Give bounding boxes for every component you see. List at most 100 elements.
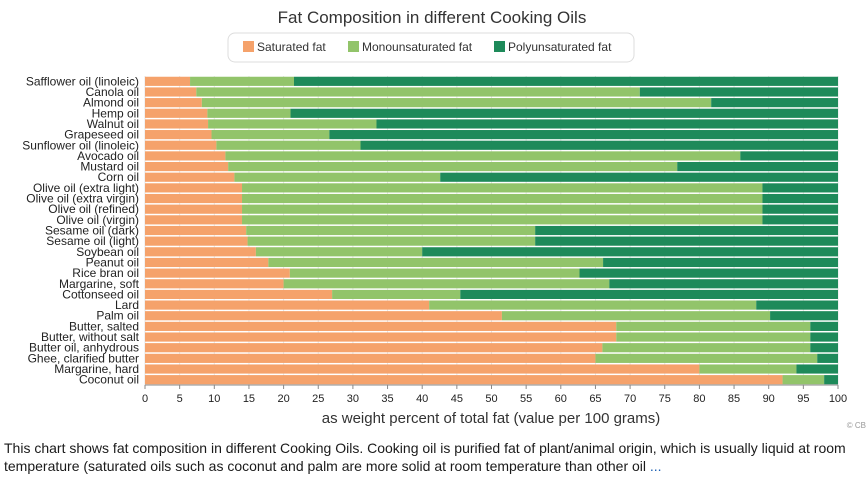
bar-polyunsaturated-fat-butter-without-salt[interactable] <box>810 332 838 342</box>
bar-monounsaturated-fat-safflower-oil-linoleic[interactable] <box>190 76 294 86</box>
bar-monounsaturated-fat-rice-bran-oil[interactable] <box>289 268 580 278</box>
bar-saturated-fat-coconut-oil[interactable] <box>145 375 783 385</box>
bar-monounsaturated-fat-palm-oil[interactable] <box>501 311 771 321</box>
bar-saturated-fat-sesame-oil-light[interactable] <box>145 236 248 246</box>
bar-saturated-fat-almond-oil[interactable] <box>145 98 202 108</box>
bar-saturated-fat-sesame-oil-dark[interactable] <box>145 225 247 236</box>
bar-polyunsaturated-fat-sesame-oil-dark[interactable] <box>535 225 838 236</box>
bar-monounsaturated-fat-almond-oil[interactable] <box>201 98 712 108</box>
y-tick-label: Sunflower oil (linoleic) <box>22 138 139 152</box>
bar-monounsaturated-fat-peanut-oil[interactable] <box>268 257 604 268</box>
bar-polyunsaturated-fat-ghee-clarified-butter[interactable] <box>817 353 838 363</box>
bar-polyunsaturated-fat-avocado-oil[interactable] <box>740 151 838 161</box>
bar-polyunsaturated-fat-soybean-oil[interactable] <box>422 247 838 257</box>
bar-monounsaturated-fat-soybean-oil[interactable] <box>255 247 423 257</box>
y-tick-label: Soybean oil <box>76 245 139 259</box>
bar-polyunsaturated-fat-margarine-hard[interactable] <box>796 364 838 374</box>
bar-saturated-fat-lard[interactable] <box>145 300 430 310</box>
bar-polyunsaturated-fat-olive-oil-extra-light[interactable] <box>762 183 838 193</box>
bar-monounsaturated-fat-cottonseed-oil[interactable] <box>332 289 461 300</box>
bar-polyunsaturated-fat-margarine-soft[interactable] <box>609 279 838 289</box>
bar-saturated-fat-butter-oil-anhydrous[interactable] <box>145 343 603 353</box>
bar-polyunsaturated-fat-peanut-oil[interactable] <box>603 257 838 268</box>
bar-monounsaturated-fat-butter-salted[interactable] <box>616 321 811 331</box>
bar-monounsaturated-fat-mustard-oil[interactable] <box>228 161 678 172</box>
legend-label-monounsaturated-fat[interactable]: Monounsaturated fat <box>362 40 473 54</box>
legend-swatch-saturated-fat[interactable] <box>243 41 254 52</box>
legend-label-polyunsaturated-fat[interactable]: Polyunsaturated fat <box>508 40 612 54</box>
bar-monounsaturated-fat-margarine-soft[interactable] <box>283 279 610 289</box>
bar-polyunsaturated-fat-sunflower-oil-linoleic[interactable] <box>360 140 838 150</box>
bar-monounsaturated-fat-hemp-oil[interactable] <box>207 108 291 118</box>
bar-saturated-fat-sunflower-oil-linoleic[interactable] <box>145 140 217 150</box>
bar-saturated-fat-soybean-oil[interactable] <box>145 247 256 257</box>
bar-monounsaturated-fat-walnut-oil[interactable] <box>208 119 377 129</box>
bar-monounsaturated-fat-ghee-clarified-butter[interactable] <box>595 353 818 363</box>
bar-saturated-fat-canola-oil[interactable] <box>145 87 197 97</box>
bar-monounsaturated-fat-olive-oil-extra-virgin[interactable] <box>242 193 763 204</box>
bar-polyunsaturated-fat-walnut-oil[interactable] <box>376 119 838 129</box>
bar-saturated-fat-rice-bran-oil[interactable] <box>145 268 290 278</box>
bar-polyunsaturated-fat-butter-salted[interactable] <box>810 321 838 331</box>
bar-polyunsaturated-fat-canola-oil[interactable] <box>639 87 838 97</box>
bar-saturated-fat-mustard-oil[interactable] <box>145 161 229 172</box>
legend-swatch-monounsaturated-fat[interactable] <box>348 41 359 52</box>
bar-polyunsaturated-fat-lard[interactable] <box>756 300 838 310</box>
bar-saturated-fat-margarine-hard[interactable] <box>145 364 700 374</box>
bar-monounsaturated-fat-grapeseed-oil[interactable] <box>211 130 330 140</box>
bar-saturated-fat-grapeseed-oil[interactable] <box>145 130 212 140</box>
bar-polyunsaturated-fat-sesame-oil-light[interactable] <box>535 236 838 246</box>
bar-polyunsaturated-fat-rice-bran-oil[interactable] <box>579 268 838 278</box>
bar-monounsaturated-fat-sesame-oil-dark[interactable] <box>246 225 536 236</box>
bar-saturated-fat-olive-oil-extra-light[interactable] <box>145 183 243 193</box>
bar-polyunsaturated-fat-coconut-oil[interactable] <box>824 375 838 385</box>
bar-polyunsaturated-fat-hemp-oil[interactable] <box>290 108 838 118</box>
bar-monounsaturated-fat-olive-oil-extra-light[interactable] <box>242 183 763 193</box>
bar-saturated-fat-corn-oil[interactable] <box>145 172 235 182</box>
bar-monounsaturated-fat-avocado-oil[interactable] <box>225 151 741 161</box>
x-tick-label: 15 <box>243 393 255 405</box>
bar-monounsaturated-fat-margarine-hard[interactable] <box>699 364 797 374</box>
bar-saturated-fat-walnut-oil[interactable] <box>145 119 209 129</box>
bar-monounsaturated-fat-canola-oil[interactable] <box>196 87 640 97</box>
bar-polyunsaturated-fat-safflower-oil-linoleic[interactable] <box>293 76 838 86</box>
bar-saturated-fat-butter-salted[interactable] <box>145 321 617 331</box>
bar-polyunsaturated-fat-palm-oil[interactable] <box>770 311 838 321</box>
bar-monounsaturated-fat-butter-without-salt[interactable] <box>616 332 811 342</box>
bar-polyunsaturated-fat-almond-oil[interactable] <box>711 98 838 108</box>
bar-monounsaturated-fat-corn-oil[interactable] <box>234 172 441 182</box>
bar-saturated-fat-avocado-oil[interactable] <box>145 151 226 161</box>
x-tick-label: 60 <box>555 393 567 405</box>
bar-polyunsaturated-fat-olive-oil-virgin[interactable] <box>762 215 838 225</box>
bar-monounsaturated-fat-sesame-oil-light[interactable] <box>247 236 536 246</box>
bar-saturated-fat-olive-oil-extra-virgin[interactable] <box>145 193 243 204</box>
bar-saturated-fat-olive-oil-refined[interactable] <box>145 204 243 214</box>
bar-polyunsaturated-fat-butter-oil-anhydrous[interactable] <box>810 343 838 353</box>
bar-polyunsaturated-fat-cottonseed-oil[interactable] <box>460 289 838 300</box>
bar-saturated-fat-olive-oil-virgin[interactable] <box>145 215 243 225</box>
bar-saturated-fat-hemp-oil[interactable] <box>145 108 208 118</box>
bar-saturated-fat-peanut-oil[interactable] <box>145 257 269 268</box>
legend-label-saturated-fat[interactable]: Saturated fat <box>257 40 326 54</box>
bar-saturated-fat-butter-without-salt[interactable] <box>145 332 617 342</box>
bar-monounsaturated-fat-olive-oil-refined[interactable] <box>242 204 763 214</box>
bar-monounsaturated-fat-lard[interactable] <box>429 300 757 310</box>
bar-polyunsaturated-fat-olive-oil-refined[interactable] <box>762 204 838 214</box>
bar-saturated-fat-cottonseed-oil[interactable] <box>145 289 333 300</box>
bar-polyunsaturated-fat-corn-oil[interactable] <box>440 172 838 182</box>
bar-saturated-fat-palm-oil[interactable] <box>145 311 502 321</box>
bar-polyunsaturated-fat-mustard-oil[interactable] <box>677 161 838 172</box>
chart-credit[interactable]: © CB <box>847 421 866 430</box>
bar-polyunsaturated-fat-grapeseed-oil[interactable] <box>329 130 838 140</box>
read-more-link[interactable]: ... <box>649 458 662 474</box>
bar-saturated-fat-ghee-clarified-butter[interactable] <box>145 353 596 363</box>
legend-swatch-polyunsaturated-fat[interactable] <box>494 41 505 52</box>
bar-polyunsaturated-fat-olive-oil-extra-virgin[interactable] <box>762 193 838 204</box>
bar-monounsaturated-fat-coconut-oil[interactable] <box>782 375 825 385</box>
bar-monounsaturated-fat-sunflower-oil-linoleic[interactable] <box>216 140 361 150</box>
bar-monounsaturated-fat-olive-oil-virgin[interactable] <box>242 215 763 225</box>
bar-saturated-fat-margarine-soft[interactable] <box>145 279 284 289</box>
bar-saturated-fat-safflower-oil-linoleic[interactable] <box>145 76 191 86</box>
x-tick-label: 100 <box>829 393 847 405</box>
bar-monounsaturated-fat-butter-oil-anhydrous[interactable] <box>602 343 811 353</box>
